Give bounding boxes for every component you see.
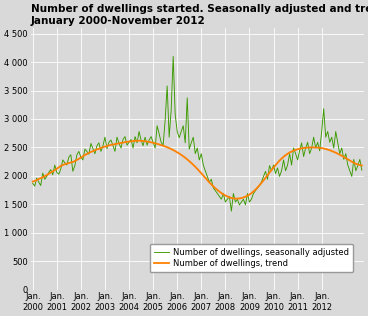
Number of dwellings, trend	[360, 164, 364, 167]
Number of dwellings, seasonally adjusted	[171, 54, 176, 58]
Number of dwellings, trend	[289, 149, 294, 153]
Number of dwellings, trend	[63, 162, 67, 166]
Line: Number of dwellings, seasonally adjusted: Number of dwellings, seasonally adjusted	[33, 56, 362, 211]
Number of dwellings, trend	[153, 141, 158, 145]
Number of dwellings, trend	[31, 180, 35, 184]
Number of dwellings, seasonally adjusted	[289, 163, 294, 167]
Text: Number of dwellings started. Seasonally adjusted and trend.
January 2000-Novembe: Number of dwellings started. Seasonally …	[31, 4, 368, 26]
Number of dwellings, trend	[233, 197, 238, 201]
Number of dwellings, trend	[68, 161, 73, 164]
Number of dwellings, trend	[137, 139, 141, 143]
Number of dwellings, seasonally adjusted	[63, 161, 67, 165]
Number of dwellings, trend	[257, 184, 262, 187]
Number of dwellings, seasonally adjusted	[151, 140, 155, 144]
Number of dwellings, seasonally adjusted	[229, 209, 234, 213]
Number of dwellings, seasonally adjusted	[68, 153, 73, 157]
Number of dwellings, seasonally adjusted	[40, 171, 45, 175]
Line: Number of dwellings, trend: Number of dwellings, trend	[33, 141, 362, 199]
Number of dwellings, seasonally adjusted	[257, 183, 262, 187]
Number of dwellings, seasonally adjusted	[31, 181, 35, 185]
Number of dwellings, seasonally adjusted	[360, 168, 364, 172]
Legend: Number of dwellings, seasonally adjusted, Number of dwellings, trend: Number of dwellings, seasonally adjusted…	[149, 244, 353, 272]
Number of dwellings, trend	[40, 175, 45, 179]
